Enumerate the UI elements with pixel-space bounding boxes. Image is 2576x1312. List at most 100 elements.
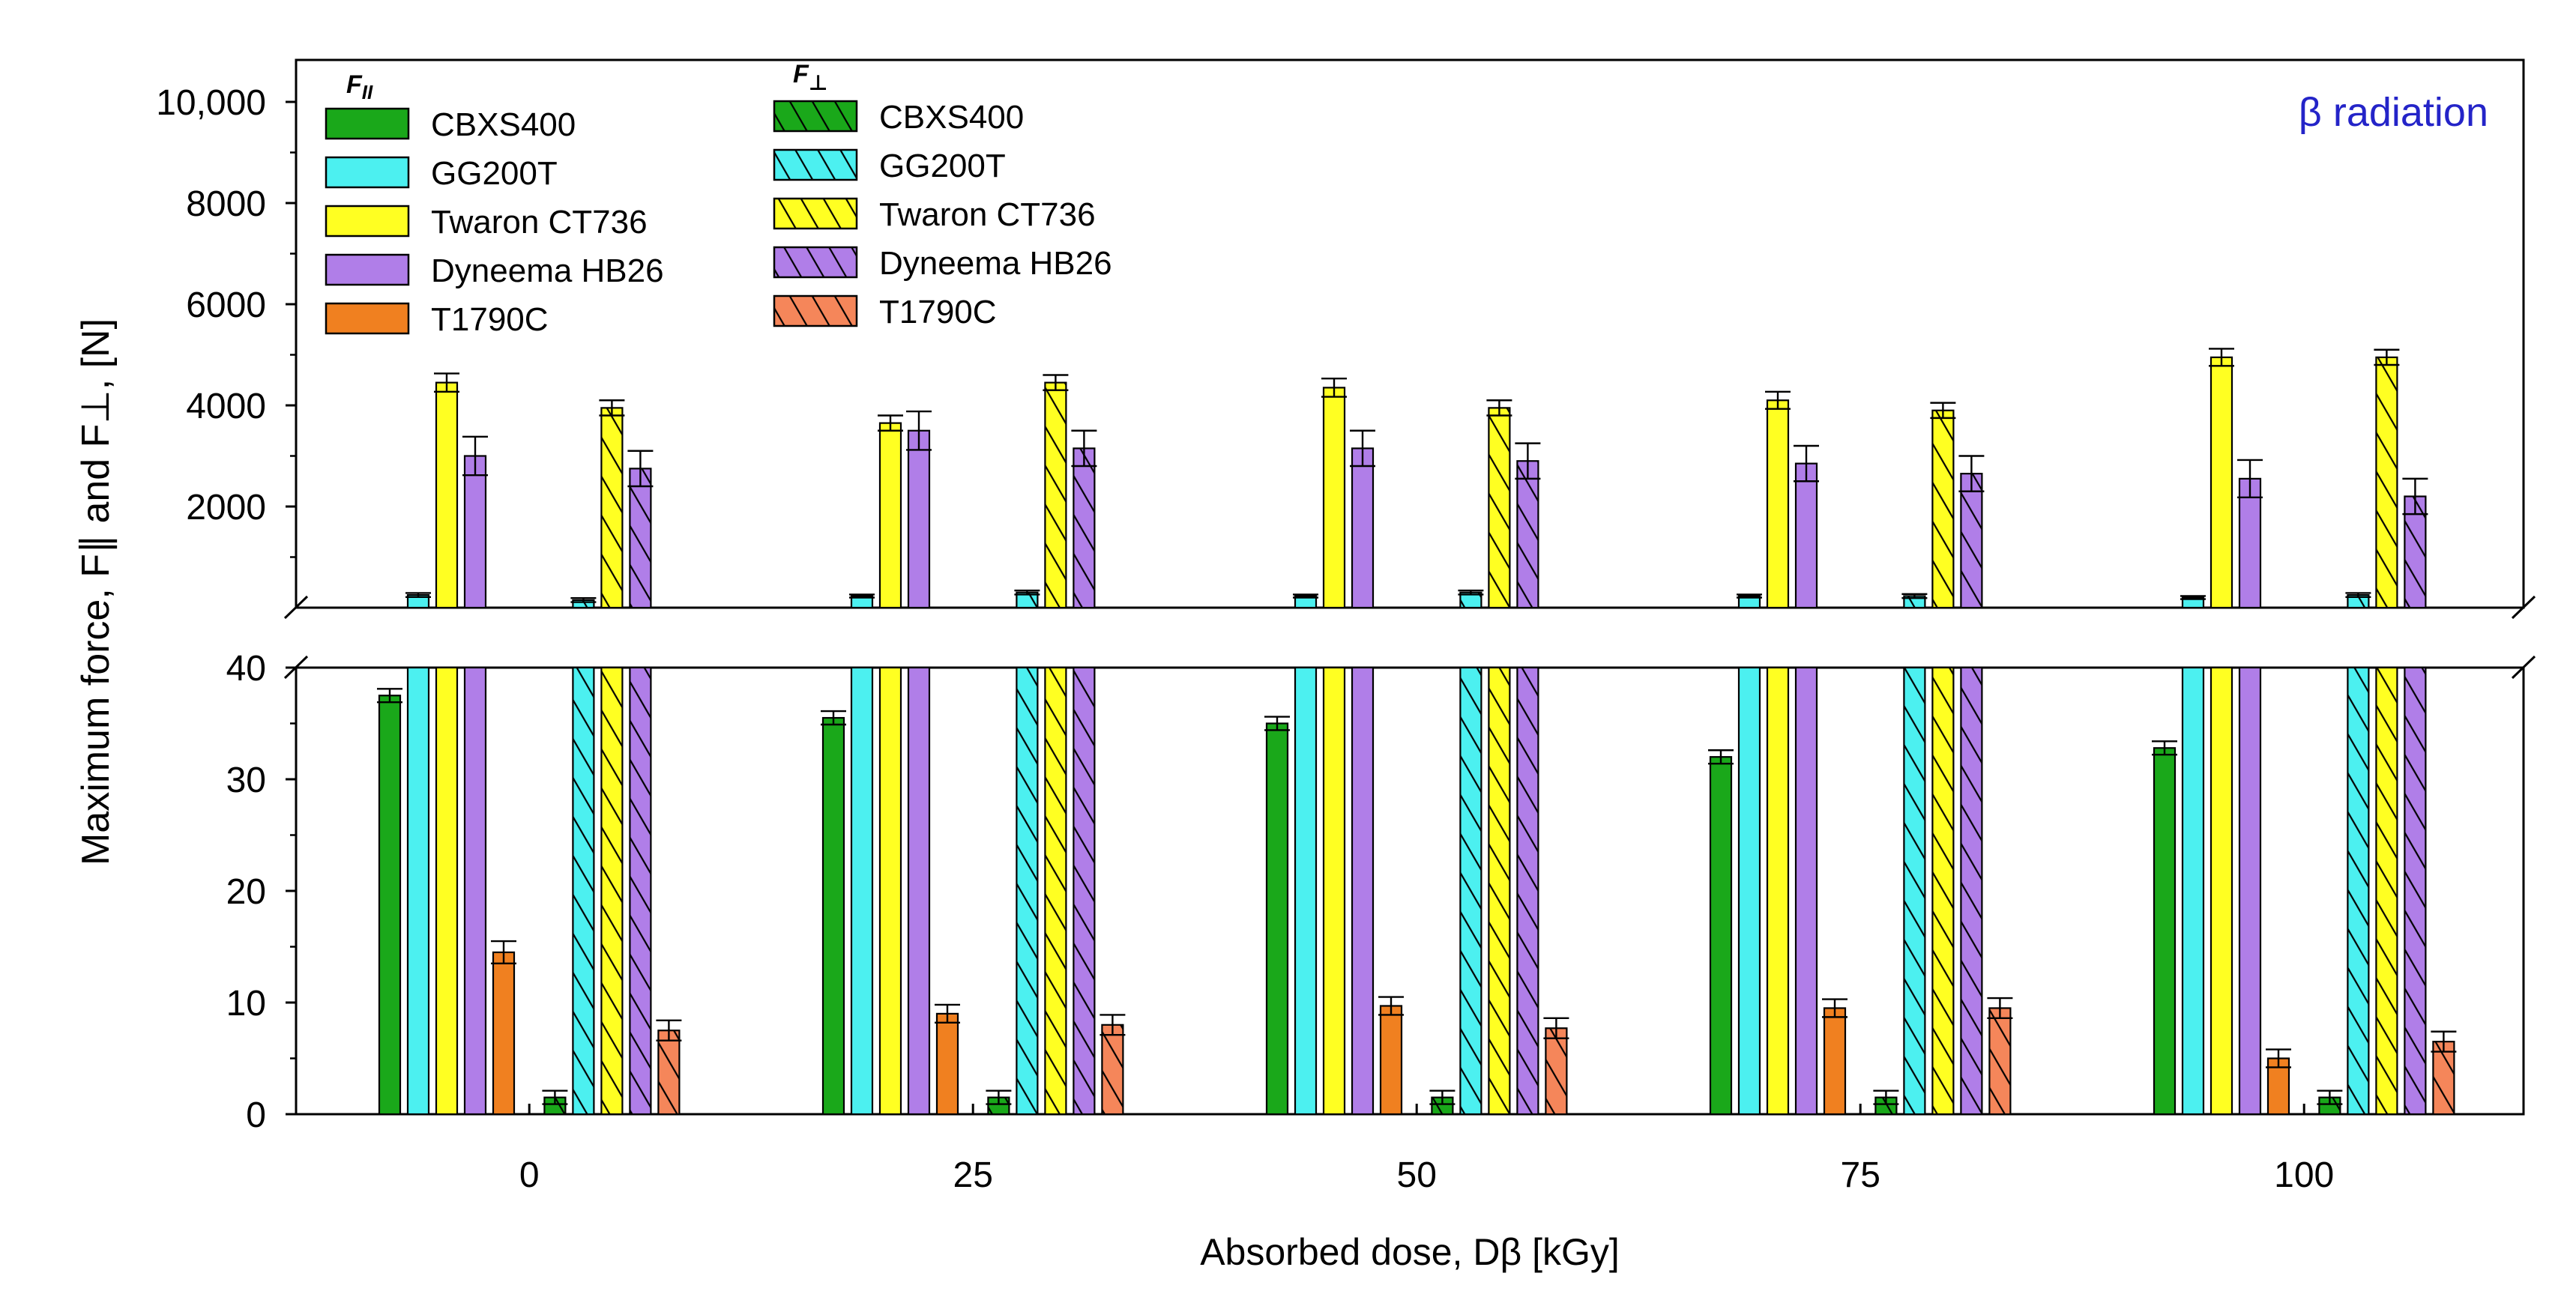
bar-gg200t-perp-0-upper-hatch [573,599,594,608]
bar-twaron-ct736-perp-25-lower-hatch [1045,668,1067,1114]
bar-cbxs400-perp-75-hatch [1875,1097,1897,1114]
bar-cbxs400-par-75 [1709,756,1733,1116]
x-axis-title: Absorbed dose, Dβ [kGy] [1200,1231,1620,1273]
y-tick-label-upper-8000: 8000 [186,184,266,224]
bar-gg200t-perp-0-lower-hatch [573,668,594,1114]
bar-gg200t-perp-75-lower-hatch [1904,668,1925,1114]
legend-label-dyneema-hb26-par: Dyneema HB26 [431,253,664,289]
y-tick-label-lower-30: 30 [226,761,266,800]
ticks-layer: 0 25 50 75 100 0 10 20 30 40 2000 4000 6000 8000 10,00… [156,83,2334,1195]
bar-dyneema-hb26-perp-0-upper-hatch [630,468,651,608]
legend-swatch-hatch-gg200t-perp [774,150,857,180]
bar-gg200t-perp-50-upper-hatch [1460,592,1482,608]
x-tick-label-0: 0 [519,1155,540,1195]
bar-dyneema-hb26-perp-25-lower-hatch [1073,668,1095,1114]
bar-gg200t-par-50-lower [1294,666,1318,1116]
y-axis-title: Maximum force, F∥ and F⊥, [N] [74,318,118,865]
bar-dyneema-hb26-perp-50-upper-hatch [1517,461,1539,608]
bar-twaron-ct736-perp-100-lower-hatch [2376,668,2398,1114]
bar-twaron-ct736-perp-50-upper-hatch [1488,408,1510,608]
bar-dyneema-hb26-par-100-lower [2238,666,2262,1116]
legend-swatch-t1790c-par [325,302,410,335]
legend-label-twaron-ct736-par: Twaron CT736 [431,204,648,241]
x-tick-label-50: 50 [1397,1155,1437,1195]
legend-swatch-hatch-cbxs400-perp [774,101,857,131]
y-tick-label-lower-40: 40 [226,649,266,689]
bar-gg200t-perp-50-lower-hatch [1460,668,1482,1114]
bar-dyneema-hb26-perp-75-upper-hatch [1961,474,1982,608]
bar-twaron-ct736-perp-25-upper-hatch [1045,382,1067,608]
bars-layer [377,348,2457,1116]
bar-dyneema-hb26-par-25-upper [907,429,931,609]
y-tick-label-lower-0: 0 [246,1095,266,1135]
bar-t1790c-perp-75-hatch [1989,1008,2011,1114]
legend-label-dyneema-hb26-perp: Dyneema HB26 [879,245,1112,282]
bar-twaron-ct736-par-100-lower [2209,666,2233,1116]
bar-gg200t-par-0-lower [406,666,430,1116]
legend-label-cbxs400-par: CBXS400 [431,106,576,143]
bar-dyneema-hb26-par-50-upper [1351,447,1375,609]
bar-dyneema-hb26-par-0-lower [463,666,487,1116]
bar-twaron-ct736-par-25-lower [878,666,902,1116]
bar-t1790c-par-25 [935,1012,959,1116]
bar-dyneema-hb26-perp-75-lower-hatch [1961,668,1982,1114]
legend-items: CBXS400 GG200T Twaron CT736 Dyneema HB26 T17… [325,99,1112,338]
bar-twaron-ct736-perp-75-lower-hatch [1932,668,1954,1114]
bar-twaron-ct736-perp-0-upper-hatch [601,408,623,608]
axis-break-mark-right-2 [2511,655,2536,680]
y-tick-label-upper-10,000: 10,000 [156,83,266,123]
bar-gg200t-par-75-lower [1737,666,1761,1116]
bar-gg200t-perp-25-lower-hatch [1016,668,1038,1114]
bar-cbxs400-perp-25-hatch [988,1097,1010,1114]
bar-dyneema-hb26-par-75-lower [1794,666,1818,1116]
axis-break-mark-left-1 [283,595,309,620]
bar-twaron-ct736-par-25-upper [878,422,902,609]
y-tick-label-lower-10: 10 [226,984,266,1024]
legend-label-gg200t-par: GG200T [431,155,558,192]
bar-dyneema-hb26-par-75-upper [1794,462,1818,609]
legend-swatch-dyneema-hb26-par [325,253,410,286]
bar-twaron-ct736-par-50-lower [1322,666,1346,1116]
bar-cbxs400-par-100 [2153,747,2177,1116]
legend-header-perpendicular: F⊥ [793,60,827,94]
axis-break-gap [285,609,2541,666]
bar-dyneema-hb26-par-25-lower [907,666,931,1116]
bar-t1790c-par-75 [1823,1007,1847,1116]
bar-t1790c-perp-100-hatch [2433,1042,2455,1114]
legend-swatch-cbxs400-par [325,107,410,140]
bar-twaron-ct736-par-0-upper [435,381,459,609]
bar-twaron-ct736-perp-50-lower-hatch [1488,668,1510,1114]
bar-twaron-ct736-perp-100-upper-hatch [2376,357,2398,608]
bar-t1790c-perp-50-hatch [1545,1028,1567,1114]
bar-gg200t-par-100-lower [2181,666,2205,1116]
bar-dyneema-hb26-perp-25-upper-hatch [1073,448,1095,608]
bar-t1790c-perp-0-hatch [658,1030,680,1114]
legend-swatch-hatch-dyneema-hb26-perp [774,247,857,277]
bar-cbxs400-perp-100-hatch [2319,1097,2341,1114]
bar-cbxs400-par-0 [378,695,402,1116]
y-tick-label-upper-4000: 4000 [186,387,266,426]
legend: FII F⊥ CBXS400 GG200T Twaron CT736 Dyneema … [325,60,1112,338]
radiation-annotation: β radiation [2299,90,2488,135]
bar-cbxs400-par-25 [821,716,845,1116]
legend-label-cbxs400-perp: CBXS400 [879,99,1024,136]
bar-gg200t-perp-25-upper-hatch [1016,592,1038,608]
bar-t1790c-perp-25-hatch [1102,1024,1123,1114]
bar-twaron-ct736-perp-75-upper-hatch [1932,410,1954,608]
bar-dyneema-hb26-perp-100-lower-hatch [2404,668,2426,1114]
upper-panel-frame [295,58,2525,609]
bar-twaron-ct736-par-50-upper [1322,387,1346,609]
plot-frame [283,58,2541,1116]
legend-label-t1790c-par: T1790C [431,301,549,338]
bar-t1790c-par-0 [492,951,516,1116]
bar-gg200t-par-25-lower [850,666,874,1116]
bar-cbxs400-par-50 [1265,722,1289,1116]
bar-twaron-ct736-par-75-lower [1766,666,1790,1116]
axis-break-mark-right-1 [2511,595,2536,620]
bar-twaron-ct736-perp-0-lower-hatch [601,668,623,1114]
bar-dyneema-hb26-perp-50-lower-hatch [1517,668,1539,1114]
x-tick-label-100: 100 [2274,1155,2334,1195]
bar-dyneema-hb26-par-50-lower [1351,666,1375,1116]
legend-swatch-hatch-twaron-ct736-perp [774,199,857,229]
